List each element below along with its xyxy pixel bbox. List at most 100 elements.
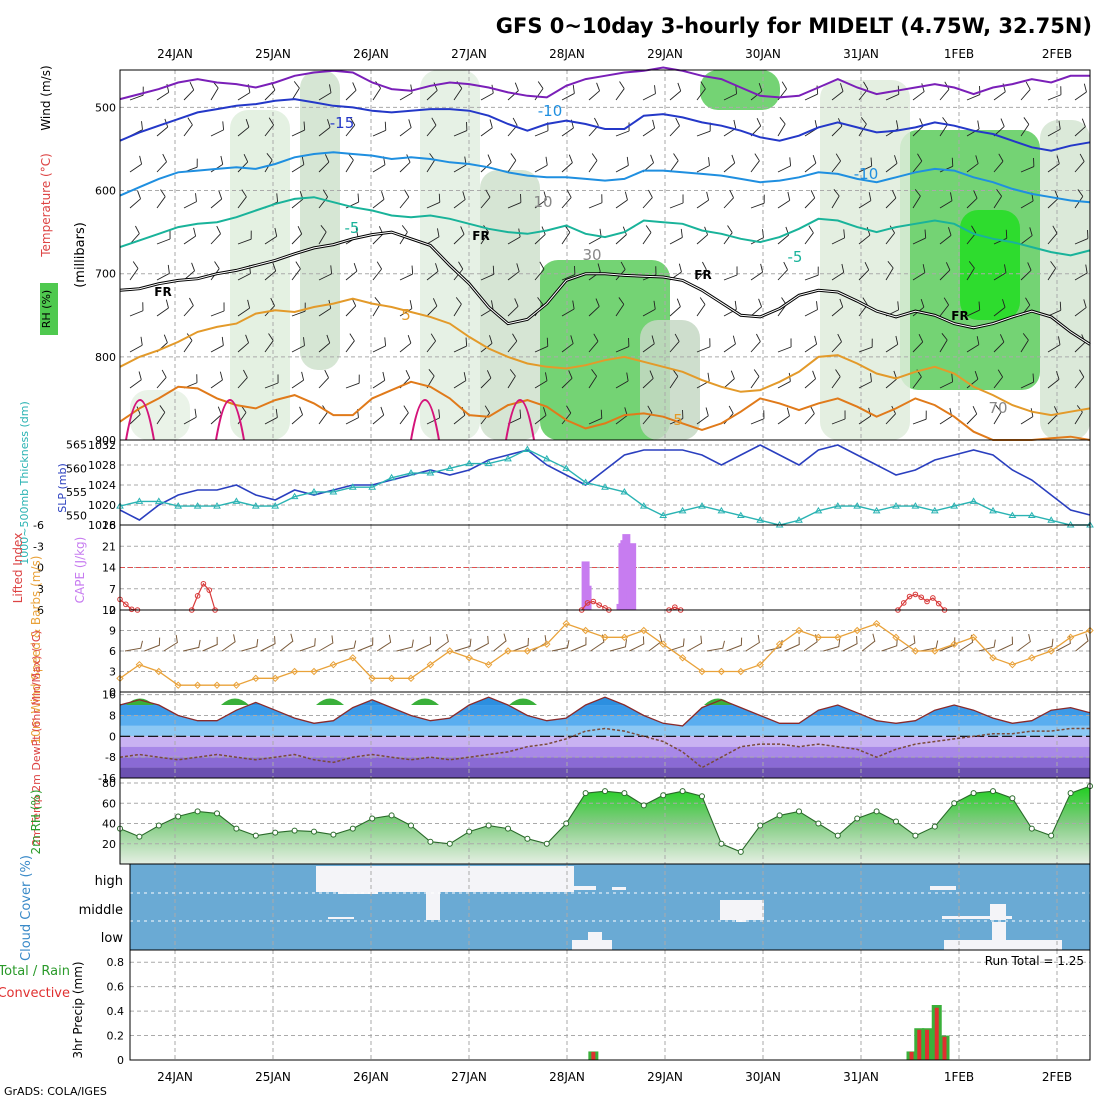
wind-barb [507, 369, 516, 389]
surface-wind-barb [299, 638, 316, 652]
tick-label-pressure: 500 [95, 101, 116, 114]
wind-barb [696, 157, 710, 173]
thickness-marker [445, 464, 454, 471]
rh-marker [543, 840, 550, 847]
thickness-marker [911, 502, 920, 509]
date-label-bottom: 29JAN [647, 1070, 683, 1084]
axis-label-cape: CAPE (J/kg) [73, 537, 87, 604]
wind-barb [966, 336, 980, 353]
contour-label: 10 [533, 193, 552, 211]
wind-barb [669, 369, 679, 389]
wind-barb [264, 374, 279, 389]
surface-wind-barb [726, 637, 743, 652]
surface-wind-barb [939, 637, 956, 652]
wind-barb [588, 298, 600, 317]
cloud-panel: high middle low Cloud Cover (%) [19, 855, 1091, 961]
date-label-top: 1FEB [944, 47, 974, 61]
lifted-index-marker [194, 593, 201, 599]
wind-panel: 0 3 6 9 12 10m Wind Speed & Barbs (m/s) [29, 556, 1094, 745]
wind-barb [669, 228, 683, 245]
precip-bar-convective [917, 1029, 922, 1060]
tick-label-wind: 3 [109, 666, 116, 679]
lifted-index-marker [206, 587, 213, 593]
wind-barb [1047, 120, 1061, 137]
wind-speed-line [119, 622, 1091, 686]
wind-barb [264, 262, 277, 281]
surface-wind-barb [396, 639, 414, 652]
cloud-block [990, 904, 1006, 920]
wind-barb [426, 409, 441, 425]
wind-speed-marker [601, 633, 609, 642]
cloud-block [328, 917, 354, 919]
date-label-top: 31JAN [843, 47, 879, 61]
tick-label-slp: 1028 [88, 459, 116, 472]
surface-wind-barb [124, 640, 143, 652]
surface-wind-barb [648, 633, 663, 652]
wind-speed-marker [737, 667, 745, 676]
temp-bands [120, 697, 1090, 778]
surface-wind-barb [202, 636, 218, 652]
wind-barb [723, 154, 736, 173]
tick-label-thickness: 550 [66, 510, 87, 523]
wind-barb [183, 227, 197, 245]
wind-barb [480, 265, 495, 281]
thickness-marker [659, 511, 668, 519]
wind-barb [561, 84, 575, 101]
wind-speed-marker [523, 647, 532, 655]
rh-shading [700, 70, 780, 110]
wind-barb [831, 263, 845, 281]
cloud-level-label: middle [79, 903, 123, 918]
rh-marker [893, 818, 899, 825]
wind-barb [1020, 333, 1029, 353]
wind-speed-marker [329, 660, 338, 669]
axis-label-wind: Wind (m/s) [39, 65, 53, 130]
surface-wind-barb [609, 639, 628, 652]
temp-peak-green [221, 698, 249, 706]
wind-speed-marker [950, 640, 958, 648]
wind-barb [507, 263, 520, 281]
date-label-bottom: 25JAN [255, 1070, 291, 1084]
tick-label-wind: 12 [102, 604, 116, 617]
wind-barb [993, 229, 1008, 245]
tick-label-precip: 0.4 [107, 1005, 125, 1018]
wind-barb [1020, 157, 1035, 173]
tick-label-cape: 28 [102, 519, 116, 532]
wind-barb [183, 82, 195, 101]
wind-barb [453, 226, 465, 245]
lifted-index-marker [590, 598, 597, 605]
wind-barb [804, 301, 818, 317]
temp-peak-green [126, 698, 154, 706]
wind-barb [507, 298, 519, 317]
date-label-bottom: 31JAN [843, 1070, 879, 1084]
lifted-index-marker [584, 600, 591, 606]
tick-label-thickness: 555 [66, 486, 87, 499]
wind-barb [750, 153, 760, 173]
lifted-index-marker [918, 594, 925, 601]
cloud-block [942, 916, 1012, 919]
wind-barb [696, 407, 709, 425]
cloud-block [992, 922, 1006, 950]
rh-marker [466, 828, 473, 835]
wind-speed-marker [775, 640, 784, 648]
tick-label-thickness: 565 [66, 439, 87, 452]
wind-barb [372, 371, 386, 389]
cape-bar [583, 585, 592, 610]
wind-barb [561, 370, 573, 389]
axis-label-rh2m: 2m RH (%) [29, 789, 43, 854]
rh-marker [699, 793, 705, 800]
wind-barb [453, 191, 466, 209]
wind-barb [993, 369, 1004, 389]
wind-barb [588, 82, 600, 101]
temp-band [120, 767, 1090, 778]
wind-barb [588, 333, 599, 353]
wind-barb [129, 155, 143, 173]
thickness-marker [387, 473, 396, 481]
wind-barb [885, 335, 899, 353]
wind-barb [1074, 83, 1087, 101]
axis-label-wind-speed: 10m Wind Speed & Barbs (m/s) [29, 556, 43, 745]
surface-wind-barb [473, 635, 489, 652]
rh-marker [485, 822, 492, 829]
tick-label-cape: 21 [102, 540, 116, 553]
axis-label-precip: 3hr Precip (mm) [71, 961, 85, 1058]
